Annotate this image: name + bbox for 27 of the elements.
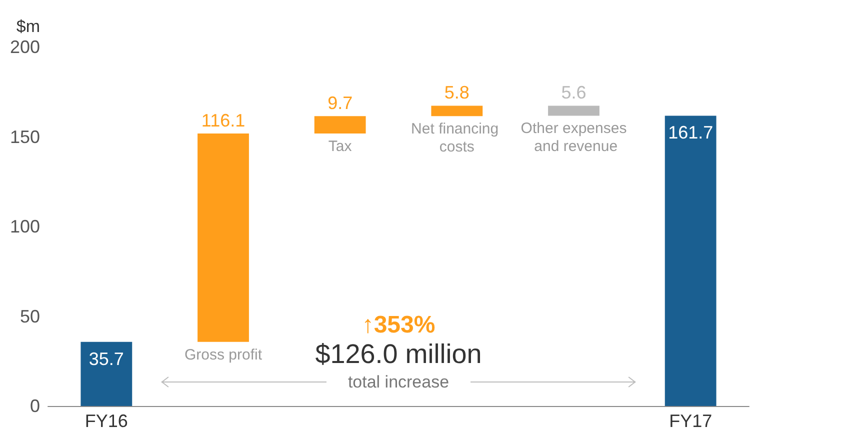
y-tick-label: 50 <box>20 306 40 326</box>
y-tick-label: 200 <box>10 37 40 57</box>
bar <box>314 116 366 134</box>
x-tick-label: FY16 <box>84 411 128 430</box>
bar <box>198 134 249 342</box>
data-label: 161.7 <box>668 122 714 143</box>
x-tick-label: Other expenses and revenue <box>520 120 627 156</box>
data-label: 5.6 <box>561 82 586 103</box>
bar <box>548 106 600 116</box>
x-tick-label: Tax <box>328 138 352 156</box>
x-tick-label: Gross profit <box>184 346 263 364</box>
data-label: 5.8 <box>444 82 470 103</box>
bar <box>80 342 132 406</box>
y-tick-label: 100 <box>10 216 40 236</box>
data-label: 116.1 <box>201 110 246 131</box>
bar <box>431 106 483 116</box>
data-label: 9.7 <box>328 93 353 114</box>
y-tick-label: 150 <box>10 126 40 147</box>
x-tick-label: FY17 <box>669 411 712 430</box>
data-label: 35.7 <box>88 348 124 369</box>
annotation: ↑353% <box>362 312 436 338</box>
bar <box>664 116 716 406</box>
y-axis-title: $m <box>16 17 40 36</box>
annotation: $126.0 million <box>315 339 482 369</box>
x-tick-label: Net financing costs <box>411 120 503 156</box>
y-tick-label: 0 <box>30 396 40 416</box>
annotation: total increase <box>348 372 450 392</box>
